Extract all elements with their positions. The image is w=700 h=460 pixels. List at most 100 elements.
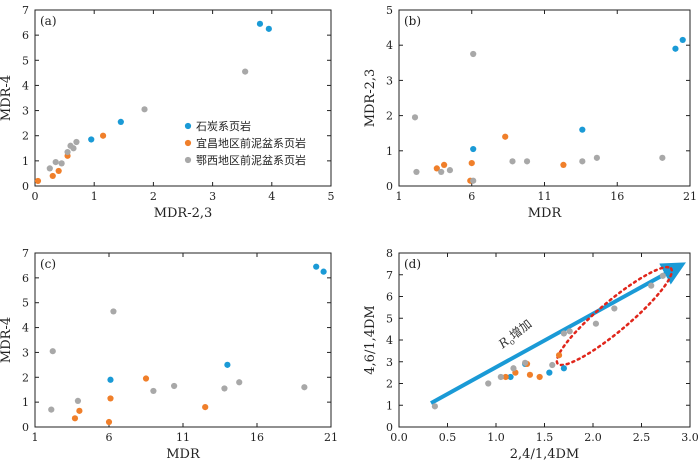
data-point	[648, 282, 655, 289]
y-tick-label: 3	[386, 356, 393, 369]
chart-panels: 0 1 2 3 4 501234567MDR-2,3MDR-4(a)石炭系页岩宜昌地区前泥…	[0, 4, 699, 460]
data-point	[88, 136, 95, 143]
y-tick-label: 1	[386, 399, 393, 412]
data-point	[141, 106, 148, 113]
data-point	[171, 382, 178, 390]
y-axis-title: MDR-4	[0, 317, 14, 363]
data-point	[526, 371, 534, 378]
y-tick-label: 7	[22, 4, 29, 17]
legend-marker	[184, 122, 192, 130]
x-axis-title: MDR	[528, 206, 563, 221]
x-tick-label: 2.0	[584, 431, 602, 444]
y-tick-label: 5	[22, 54, 29, 67]
panel-label: (d)	[404, 257, 421, 271]
y-tick-label: 2	[386, 378, 393, 391]
data-point	[441, 161, 448, 168]
data-point	[431, 403, 438, 410]
y-tick-label: 6	[386, 291, 393, 304]
data-point	[74, 397, 82, 404]
data-point	[150, 387, 157, 395]
legend-marker	[184, 139, 192, 147]
y-axis-title: MDR-4	[0, 75, 14, 121]
data-point	[679, 36, 686, 44]
data-point	[117, 118, 124, 125]
data-point	[58, 160, 65, 167]
data-point	[560, 330, 568, 337]
x-tick-label: 4	[268, 190, 275, 203]
chart-panel-1: 0 1 2 3 4 5 0 1 2 3 4 5 6 7 MDR-2,3 MDR-4 (a) 石炭系页岩宜昌地区前泥…	[0, 4, 335, 221]
x-tick-label: 6	[468, 190, 475, 203]
data-point	[560, 365, 568, 372]
legend-label: 鄂西地区前泥盆系页岩	[196, 153, 306, 167]
data-point	[320, 268, 327, 275]
data-point	[413, 168, 420, 176]
data-point	[48, 406, 55, 413]
data-point	[546, 369, 553, 376]
data-point	[242, 68, 249, 75]
plot-frame	[398, 9, 691, 187]
y-tick-label: 0	[386, 421, 393, 434]
y-tick-label: 0	[386, 180, 393, 193]
legend-label: 宜昌地区前泥盆系页岩	[196, 136, 306, 150]
data-point	[55, 167, 62, 175]
x-tick-label: 21	[683, 190, 697, 203]
x-tick-label: 6	[106, 431, 113, 444]
data-point	[202, 404, 209, 411]
data-point	[446, 167, 454, 174]
data-point	[555, 352, 563, 359]
x-tick-label: 11	[538, 190, 552, 203]
data-point	[49, 348, 56, 355]
data-point	[71, 415, 79, 422]
panel-label: (c)	[40, 257, 56, 271]
y-tick-label: 6	[22, 29, 29, 42]
x-tick-label: 1	[91, 190, 98, 203]
data-point	[34, 177, 42, 185]
y-tick-label: 5	[386, 312, 393, 325]
data-point	[566, 328, 573, 335]
y-tick-label: 4	[22, 322, 29, 335]
y-tick-label: 2	[22, 130, 29, 143]
y-tick-label: 0	[22, 180, 29, 193]
y-tick-label: 1	[386, 145, 393, 158]
y-tick-label: 4	[386, 334, 393, 347]
y-axis-title: 4,6/1,4DM	[363, 305, 378, 374]
data-point	[592, 320, 600, 327]
x-axis-title: 2,4/1,4DM	[510, 447, 579, 460]
x-tick-label: 0.0	[390, 431, 408, 444]
trend-ellipse	[555, 265, 674, 367]
panel-label: (b)	[404, 14, 421, 28]
x-tick-label: 11	[176, 431, 190, 444]
x-tick-label: 3	[209, 190, 216, 203]
data-point	[509, 158, 516, 165]
data-point	[579, 158, 586, 165]
y-tick-label: 2	[22, 371, 29, 384]
data-point	[110, 308, 117, 315]
data-point	[659, 154, 666, 161]
data-point	[593, 154, 600, 161]
y-tick-label: 4	[386, 39, 393, 52]
y-tick-label: 1	[22, 396, 29, 409]
data-point	[659, 272, 666, 279]
data-point	[221, 385, 228, 392]
ro-subscript: o	[507, 337, 516, 347]
data-point	[46, 165, 53, 172]
data-point	[502, 133, 509, 140]
data-point	[224, 361, 231, 368]
y-axis-title: MDR-2,3	[363, 69, 378, 128]
data-point	[470, 50, 477, 58]
x-axis-title: MDR	[166, 447, 201, 460]
data-point	[411, 114, 419, 121]
y-tick-label: 3	[22, 105, 29, 118]
y-tick-label: 0	[22, 421, 29, 434]
data-point	[76, 407, 83, 414]
data-point	[522, 359, 529, 366]
y-tick-label: 1	[22, 155, 29, 168]
y-tick-label: 3	[22, 346, 29, 359]
data-point	[510, 365, 517, 372]
x-tick-label: 3.0	[681, 431, 699, 444]
data-point	[236, 379, 243, 386]
data-point	[549, 361, 556, 369]
legend-marker	[184, 156, 192, 164]
